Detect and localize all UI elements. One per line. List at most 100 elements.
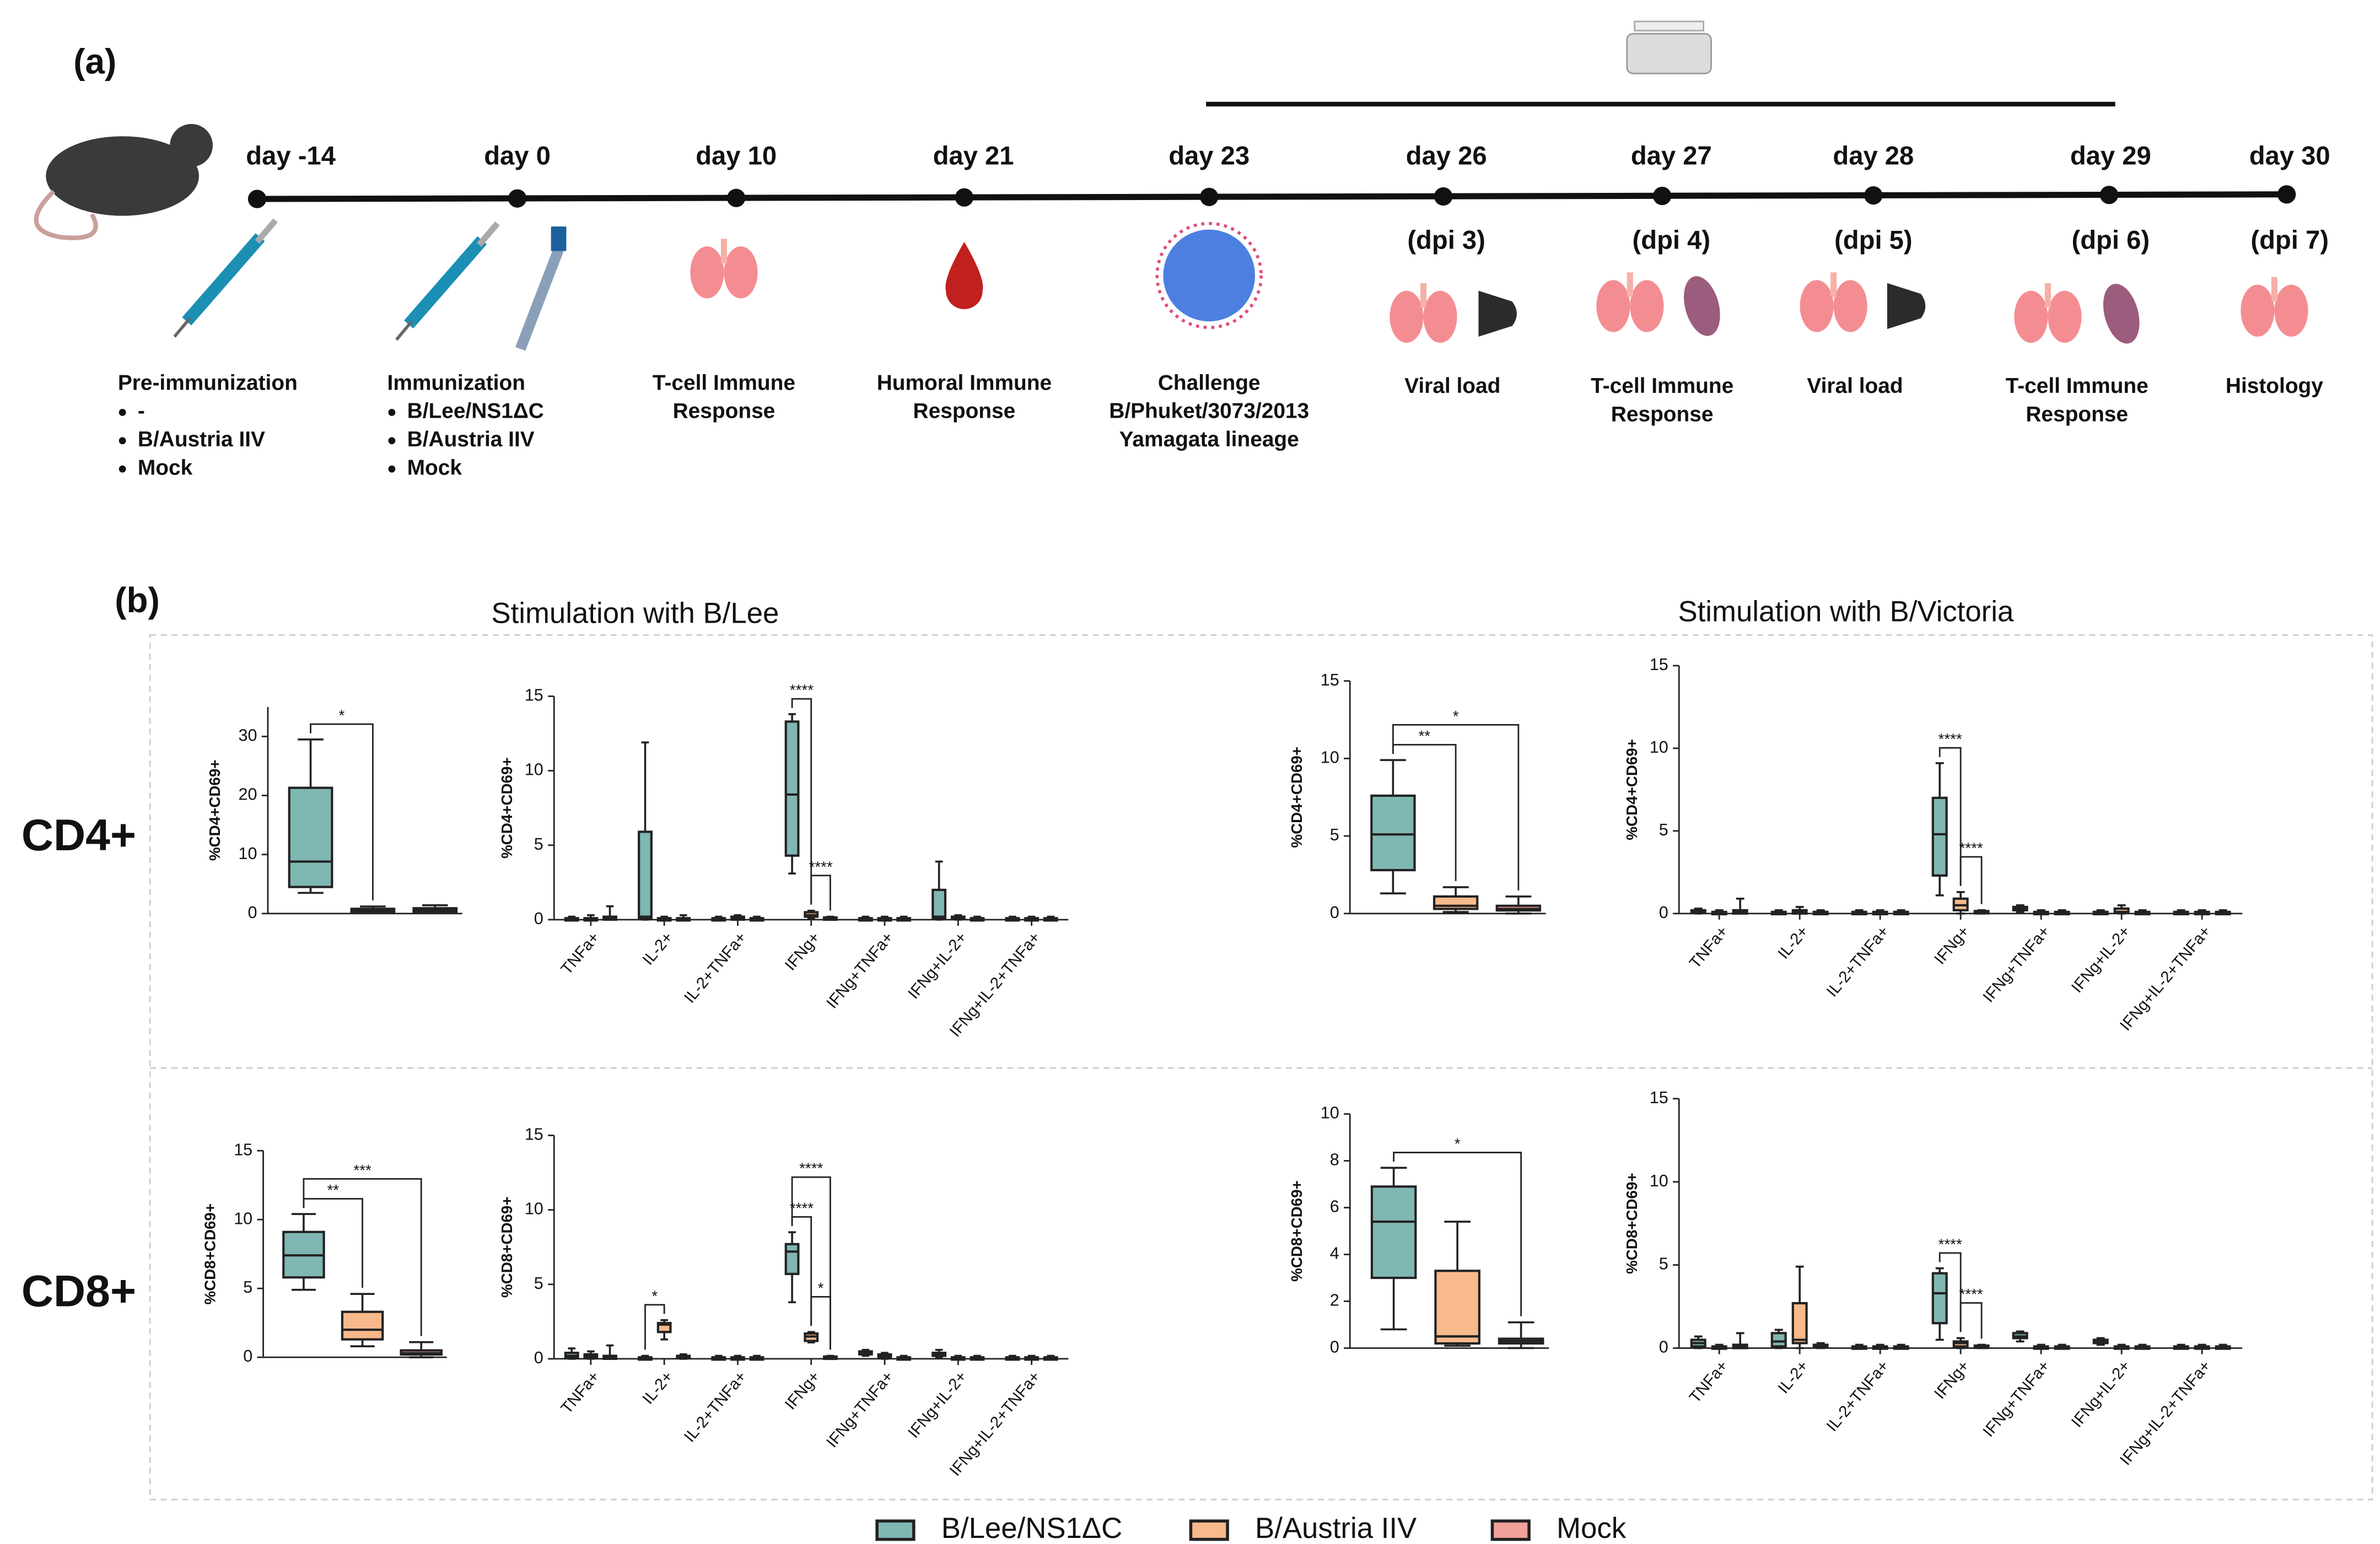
x-tick-label: IFNg+IL-2+ xyxy=(904,1368,970,1442)
x-tick-label: IFNg+IL-2+ xyxy=(904,929,970,1002)
event-bullet: - xyxy=(138,400,145,423)
event-bullet: B/Lee/NS1ΔC xyxy=(407,400,544,423)
significance-bracket xyxy=(791,1176,831,1350)
y-tick-label: 4 xyxy=(1330,1244,1339,1263)
x-tick-label: IL-2+TNFa+ xyxy=(1823,923,1893,1001)
event-description: B/Phuket/3073/2013 xyxy=(1109,400,1309,423)
y-tick-label: 5 xyxy=(1659,1255,1668,1273)
x-tick-label: IFNg+IL-2+TNFa+ xyxy=(2117,1357,2214,1469)
y-axis-label: %CD8+CD69+ xyxy=(498,1196,515,1298)
x-tick-label: IFNg+ xyxy=(1931,1357,1973,1402)
event-description: Viral load xyxy=(1404,374,1500,398)
box xyxy=(1433,895,1479,910)
bullet xyxy=(119,437,126,445)
box xyxy=(1931,796,1948,877)
day-label: day -14 xyxy=(246,142,336,171)
row-label: CD8+ xyxy=(21,1267,136,1316)
y-tick-label: 10 xyxy=(525,760,543,779)
box xyxy=(1370,794,1416,872)
event-bullet: Mock xyxy=(407,456,462,479)
significance-bracket xyxy=(1939,1252,1962,1332)
x-tick-label: IFNg+TNFa+ xyxy=(1980,1357,2054,1440)
legend-swatch xyxy=(875,1519,916,1541)
y-tick-label: 0 xyxy=(248,903,257,922)
x-tick-label: IL-2+ xyxy=(1775,923,1812,963)
y-tick-label: 8 xyxy=(1330,1151,1339,1169)
event-description: Challenge xyxy=(1158,371,1261,395)
day-label: day 0 xyxy=(484,142,551,171)
event-description: Immunization xyxy=(387,371,525,395)
y-tick-label: 30 xyxy=(239,726,257,745)
y-axis-label: %CD4+CD69+ xyxy=(498,757,515,859)
event-description: Humoral Immune xyxy=(877,371,1052,395)
y-tick-label: 10 xyxy=(1650,738,1668,757)
y-tick-label: 2 xyxy=(1330,1291,1339,1310)
column-title: Stimulation with B/Victoria xyxy=(1678,596,2014,628)
significance-bracket xyxy=(1959,1302,1983,1339)
significance-label: **** xyxy=(790,682,814,699)
legend-label: B/Lee/NS1ΔC xyxy=(941,1512,1122,1544)
x-tick-label: TNFa+ xyxy=(558,1368,603,1417)
box xyxy=(1791,1302,1808,1345)
event-description: T-cell Immune xyxy=(653,371,795,395)
day-label: day 28 xyxy=(1833,142,1914,171)
box xyxy=(1370,1185,1417,1280)
day-label: day 27 xyxy=(1631,142,1712,171)
event-description: Pre-immunization xyxy=(118,371,298,395)
significance-bracket xyxy=(1939,747,1962,886)
timeline-point xyxy=(2099,186,2119,204)
x-tick-label: IFNg+IL-2+TNFa+ xyxy=(2117,923,2214,1034)
significance-label: **** xyxy=(1959,1286,1983,1303)
significance-label: * xyxy=(651,1287,658,1304)
legend-swatch xyxy=(1189,1519,1229,1541)
significance-bracket xyxy=(303,1178,422,1336)
significance-bracket xyxy=(644,1304,665,1350)
day-label: day 21 xyxy=(933,142,1014,171)
box xyxy=(288,786,333,888)
y-tick-label: 20 xyxy=(239,785,257,804)
timeline-point xyxy=(1864,186,1883,205)
x-tick-label: IFNg+ xyxy=(1931,923,1973,968)
x-tick-label: IFNg+TNFa+ xyxy=(823,929,897,1012)
day-label: day 10 xyxy=(696,142,777,171)
y-axis-label: %CD8+CD69+ xyxy=(202,1203,219,1305)
dpi-label: (dpi 5) xyxy=(1834,225,1913,255)
bullet xyxy=(119,409,126,416)
significance-label: **** xyxy=(809,858,832,875)
icons xyxy=(175,220,2308,349)
panel-label: (b) xyxy=(115,580,160,620)
box xyxy=(784,720,800,857)
legend-label: B/Austria IIV xyxy=(1255,1512,1417,1544)
y-tick-label: 6 xyxy=(1330,1197,1339,1216)
day-label: day 30 xyxy=(2249,142,2330,171)
significance-bracket xyxy=(1959,856,1983,904)
y-tick-label: 5 xyxy=(534,1274,543,1293)
y-axis-label: %CD8+CD69+ xyxy=(1623,1173,1640,1274)
scale-icon xyxy=(1626,20,1712,74)
y-tick-label: 0 xyxy=(1330,1338,1339,1357)
event-bullet: B/Austria IIV xyxy=(407,428,535,451)
significance-label: **** xyxy=(799,1160,823,1177)
significance-bracket xyxy=(810,874,831,911)
column-title: Stimulation with B/Lee xyxy=(491,597,779,629)
x-tick-label: TNFa+ xyxy=(1686,1357,1731,1406)
x-tick-label: IL-2+TNFa+ xyxy=(681,929,750,1007)
event-bullet: B/Austria IIV xyxy=(138,428,265,451)
legend-label: Mock xyxy=(1557,1512,1627,1544)
box xyxy=(341,1310,384,1341)
y-tick-label: 0 xyxy=(1659,903,1668,922)
significance-label: **** xyxy=(1939,731,1962,748)
box xyxy=(784,1243,800,1275)
legend-swatch xyxy=(1490,1519,1531,1541)
x-tick-label: IFNg+IL-2+ xyxy=(2068,923,2134,996)
significance-label: * xyxy=(339,707,345,724)
significance-bracket xyxy=(1392,724,1520,890)
event-description: Response xyxy=(673,400,776,423)
dpi-label: (dpi 4) xyxy=(1633,225,1711,255)
event-description: Yamagata lineage xyxy=(1119,428,1299,451)
y-tick-label: 0 xyxy=(534,909,543,928)
y-tick-label: 10 xyxy=(234,1209,252,1228)
panel-label: (a) xyxy=(73,42,116,82)
mouse-icon xyxy=(34,124,213,240)
